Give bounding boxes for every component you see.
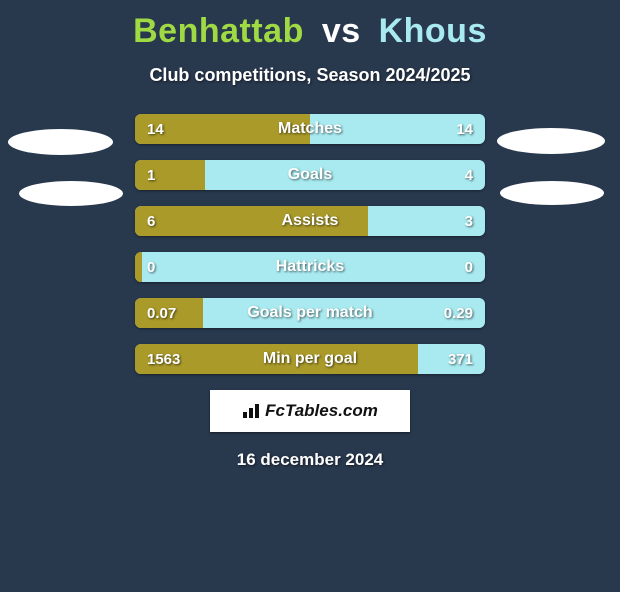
comparison-title: Benhattab vs Khous bbox=[0, 12, 620, 51]
right-bar bbox=[135, 252, 485, 282]
left-bar bbox=[135, 160, 205, 190]
chart-area: 14Matches14 1Goals4 6Assists3 0Hattricks0 0.… bbox=[0, 114, 620, 374]
left-bar bbox=[135, 206, 368, 236]
right-value: 14 bbox=[456, 114, 473, 144]
right-value: 3 bbox=[465, 206, 473, 236]
left-value: 6 bbox=[147, 206, 155, 236]
player1-name: Benhattab bbox=[133, 12, 304, 50]
right-value: 0.29 bbox=[444, 298, 473, 328]
left-value: 14 bbox=[147, 114, 164, 144]
left-value: 1563 bbox=[147, 344, 180, 374]
placeholder-ellipse bbox=[19, 181, 123, 206]
source-logo: FcTables.com bbox=[210, 390, 410, 432]
stat-row: 14Matches14 bbox=[135, 114, 485, 144]
bars-icon bbox=[242, 402, 262, 420]
logo-text: FcTables.com bbox=[265, 401, 378, 421]
stat-row: 1Goals4 bbox=[135, 160, 485, 190]
right-value: 4 bbox=[465, 160, 473, 190]
placeholder-ellipse bbox=[497, 128, 605, 154]
right-value: 0 bbox=[465, 252, 473, 282]
left-value: 0.07 bbox=[147, 298, 176, 328]
left-value: 1 bbox=[147, 160, 155, 190]
stat-row: 0.07Goals per match0.29 bbox=[135, 298, 485, 328]
left-value: 0 bbox=[147, 252, 155, 282]
stat-row: 1563Min per goal371 bbox=[135, 344, 485, 374]
subtitle: Club competitions, Season 2024/2025 bbox=[0, 65, 620, 86]
stat-row: 0Hattricks0 bbox=[135, 252, 485, 282]
right-value: 371 bbox=[448, 344, 473, 374]
date-label: 16 december 2024 bbox=[0, 450, 620, 470]
placeholder-ellipse bbox=[8, 129, 113, 155]
stat-row: 6Assists3 bbox=[135, 206, 485, 236]
left-bar bbox=[135, 252, 142, 282]
placeholder-ellipse bbox=[500, 181, 604, 205]
vs-label: vs bbox=[322, 12, 361, 50]
player2-name: Khous bbox=[379, 12, 487, 50]
